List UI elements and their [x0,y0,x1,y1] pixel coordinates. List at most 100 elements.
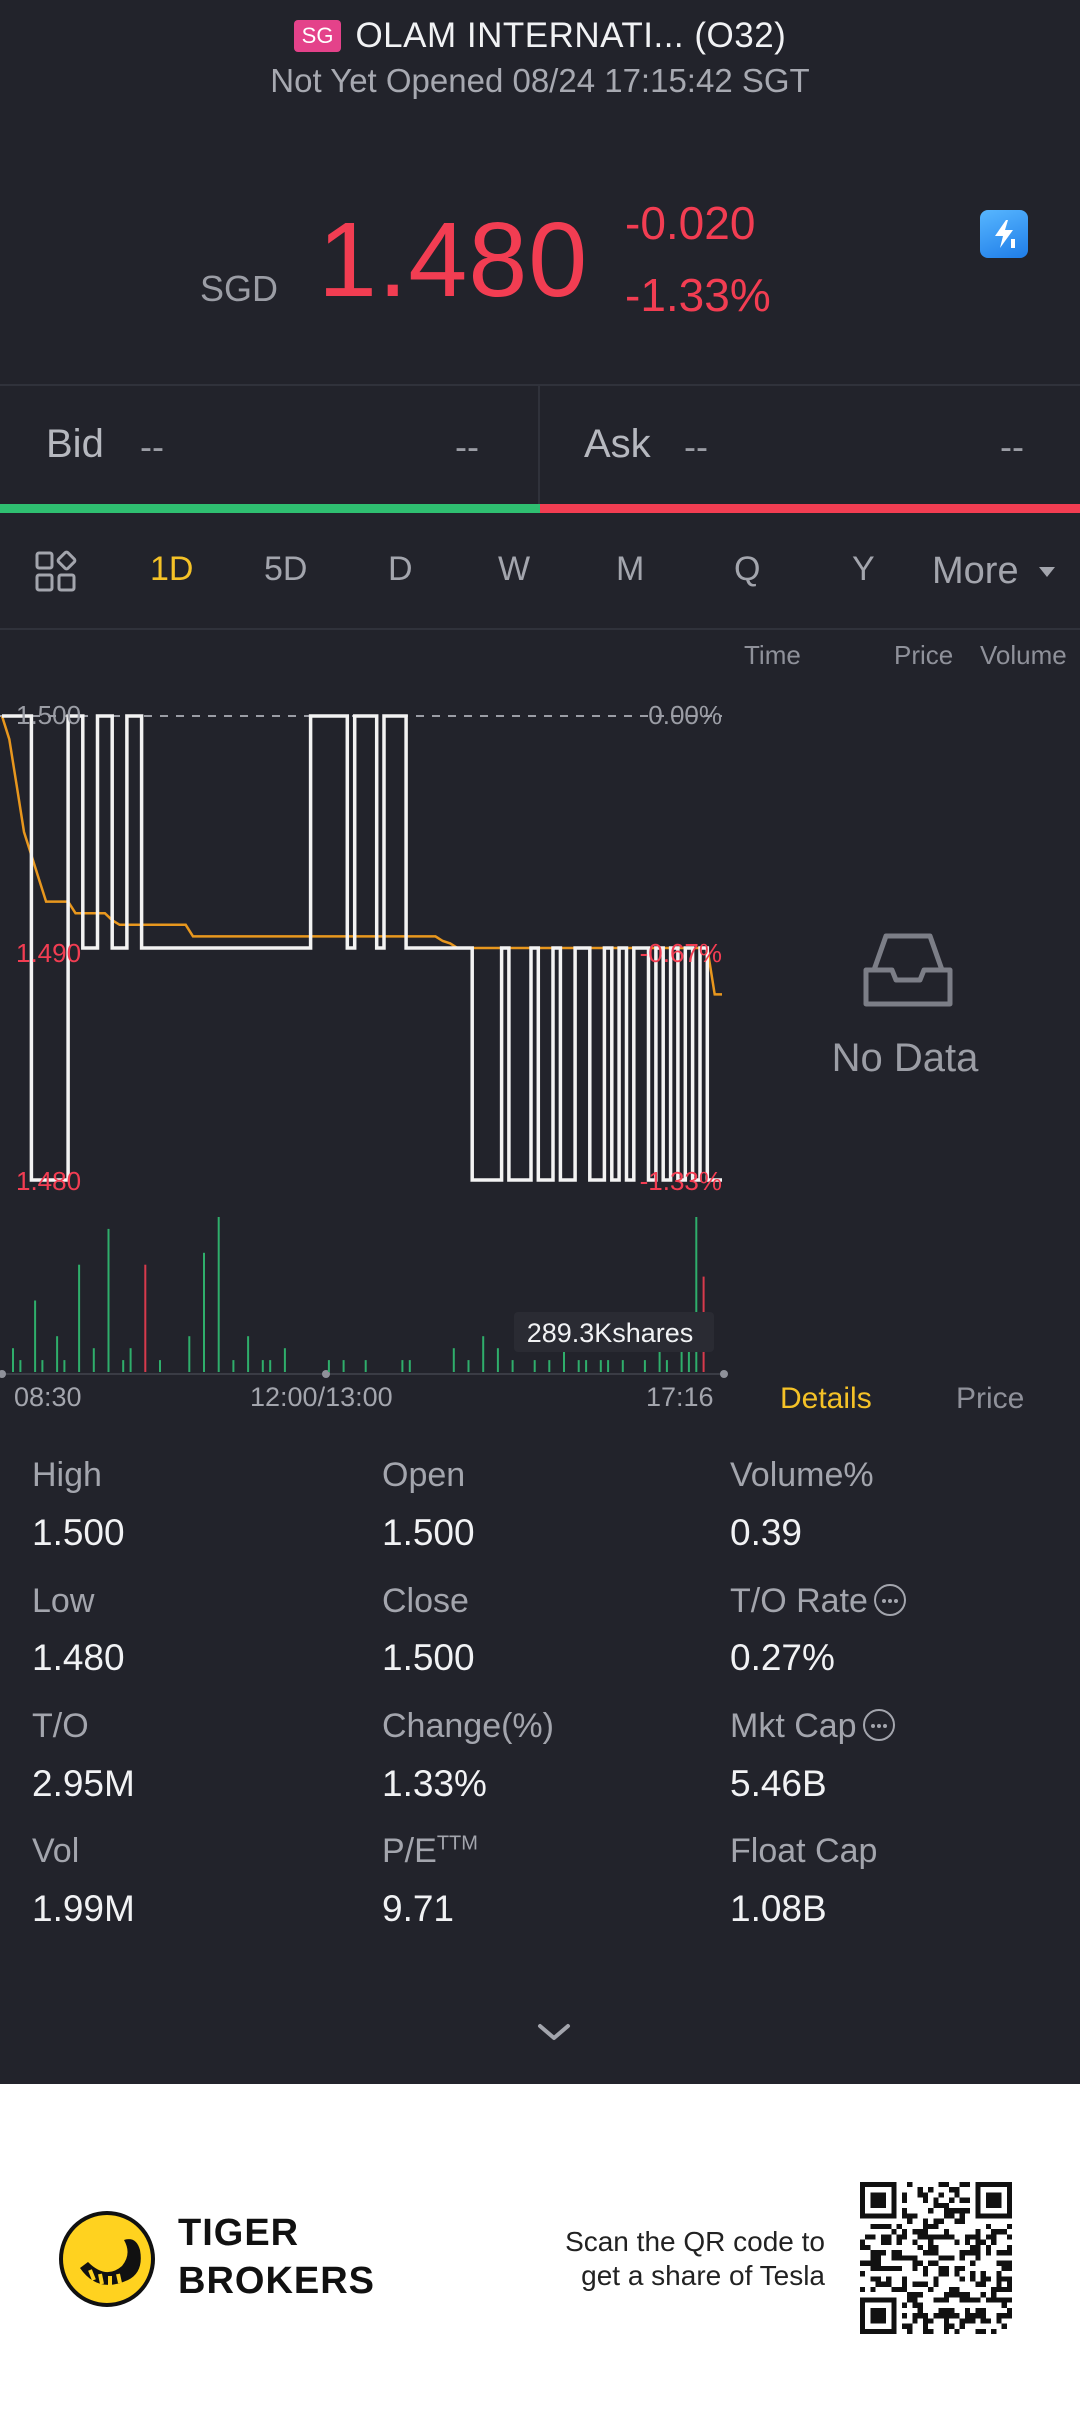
currency-label: SGD [200,268,279,309]
lightning-icon [995,220,1015,248]
col-price: Price [894,640,954,670]
promo-text-line1: Scan the QR code to [565,2226,825,2257]
stat-vol-label: Vol [32,1832,80,1870]
more-info-icon[interactable] [873,1584,906,1616]
tab-y[interactable]: Y [852,550,875,588]
tiger-brokers-logo-icon [59,2211,155,2307]
tab-details[interactable]: Details [780,1382,872,1415]
y-pct-label-067: -0.67% [640,938,722,968]
bid-label: Bid [46,422,104,466]
stat-pe: P/ETTM [382,1832,478,1871]
stock-title[interactable]: OLAM INTERNATI... (O32) [355,16,787,55]
flash-trade-button[interactable] [980,210,1028,258]
volume-bar [159,1360,161,1372]
ask-label: Ask [584,422,651,466]
volume-bar [482,1336,485,1372]
bid-price: -- [140,426,164,467]
y-tick-label-1480: 1.480 [16,1166,81,1196]
volume-bar [34,1300,37,1372]
x-tick-now: 17:16 [646,1382,714,1412]
qr-code-icon [860,2182,1012,2334]
volume-bar [585,1360,588,1372]
stat-pe-sup: TTM [436,1832,478,1855]
stat-mktcap-label: Mkt Cap [730,1707,857,1745]
tab-q[interactable]: Q [734,550,761,588]
tab-price[interactable]: Price [956,1382,1025,1415]
volume-bar [599,1360,602,1372]
stat-volpct-value: 0.39 [730,1512,803,1553]
volume-tooltip: 289.3Kshares [514,1312,714,1352]
tab-more[interactable]: More [932,550,1057,593]
tab-d[interactable]: D [388,550,413,588]
ask-price: -- [684,426,708,467]
x-tick-open: 08:30 [14,1382,82,1412]
volume-bar [621,1360,624,1372]
volume-bar [19,1360,22,1372]
tab-m[interactable]: M [616,550,645,588]
y-pct-label-133: -1.33% [640,1166,722,1196]
volume-bar [78,1264,81,1372]
stat-open-label: Open [382,1456,466,1494]
tab-w[interactable]: W [498,550,531,588]
volume-bar [548,1360,551,1372]
stat-high-label: High [32,1456,102,1494]
period-tabs: 1D 5D D W M Q Y More [0,514,1080,630]
tab-1d[interactable]: 1D [150,550,194,588]
volume-bar [511,1360,514,1372]
col-time: Time [744,640,801,670]
stat-change-value: 1.33% [382,1763,487,1804]
stat-pe-value: 9.71 [382,1888,455,1929]
chart-grid [0,715,728,1378]
market-badge: SG [293,20,342,52]
intraday-chart[interactable]: 1.500 1.490 1.480 0.00% -0.67% -1.33% 28… [0,632,730,1392]
tab-5d[interactable]: 5D [264,550,308,588]
col-volume: Volume [980,640,1067,670]
header: SG OLAM INTERNATI... (O32) Not Yet Opene… [0,0,1080,120]
promo-text-line2: get a share of Tesla [581,2260,825,2291]
volume-bar [122,1360,125,1372]
stat-to-rate-value: 0.27% [730,1637,835,1678]
volume-bar [607,1360,610,1372]
expand-chevron-icon[interactable] [534,2020,574,2044]
title-row: SG OLAM INTERNATI... (O32) [0,16,1080,56]
stat-to-rate: T/O Rate [730,1582,906,1621]
x-tick-lunch: 12:00/13:00 [250,1382,393,1412]
volume-bar [695,1217,698,1372]
volume-bar [364,1360,367,1372]
volume-bar [144,1264,147,1372]
chart-settings-icon[interactable] [34,550,78,594]
stat-mktcap-value: 5.46B [730,1763,827,1804]
no-data-text: No Data [831,1036,979,1080]
volume-bar [247,1336,250,1372]
brand-name-line1: TIGER [178,2212,300,2254]
volume-bar [232,1360,235,1372]
volume-bar [563,1348,565,1372]
volume-bar [283,1348,286,1372]
volume-bar [12,1348,14,1372]
empty-tray-icon [863,933,953,1007]
y-tick-label-1490: 1.490 [16,938,81,968]
volume-bar [408,1360,411,1372]
promo-footer: TIGER BROKERS Scan the QR code to get a … [0,2084,1080,2429]
y-tick-label-1500: 1.500 [16,700,81,730]
market-status: Not Yet Opened 08/24 17:15:42 SGT [270,62,810,99]
x-tick-dot [720,1370,728,1378]
volume-bar [203,1252,205,1372]
volume-bar [56,1336,59,1372]
stat-high-value: 1.500 [32,1512,125,1553]
volume-bar [41,1360,44,1372]
volume-bar [107,1228,110,1372]
stat-low-label: Low [32,1582,95,1620]
volume-bar [92,1348,95,1372]
last-price: 1.480 [318,201,589,319]
volume-bar [665,1360,668,1372]
volume-label: 289.3Kshares [527,1318,694,1348]
volume-bar [577,1360,580,1372]
more-info-icon[interactable] [862,1709,895,1741]
volume-bar [658,1348,661,1372]
bid-panel: Bid -- -- [0,386,537,504]
volume-bar [401,1360,404,1372]
bid-size: -- [455,426,479,467]
ask-ratio-bar [540,504,1080,513]
volume-bar [643,1360,646,1372]
